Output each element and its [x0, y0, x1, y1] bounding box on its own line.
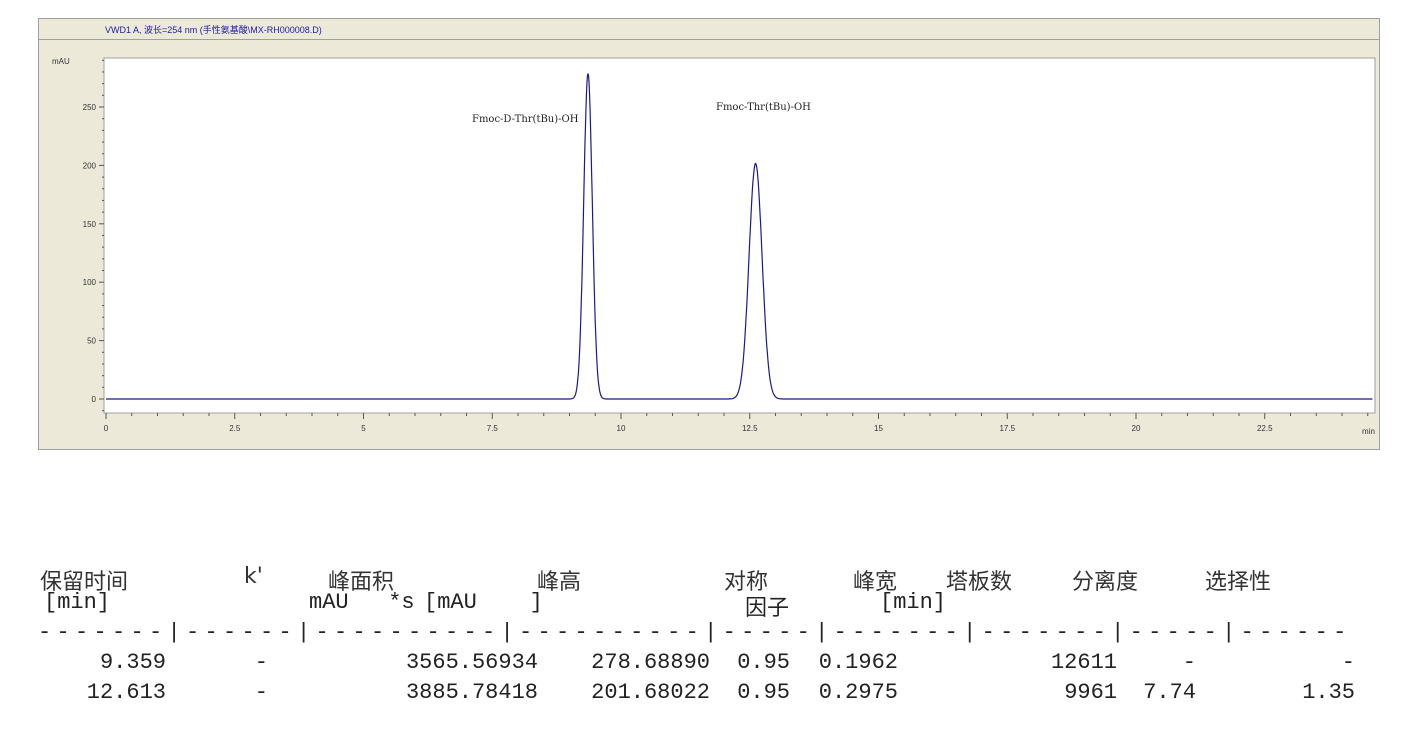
table-cell: 3565.56934	[405, 650, 538, 675]
table-cell: 12.613	[86, 680, 166, 705]
column-header: 峰宽	[853, 570, 898, 595]
column-header: 峰高	[537, 570, 582, 595]
x-tick-label: 20	[1132, 424, 1141, 433]
y-tick-label: 50	[87, 337, 96, 346]
table-cell: 0.2975	[818, 680, 898, 705]
x-tick-label: 15	[874, 424, 883, 433]
y-tick-label: 200	[83, 161, 97, 170]
x-tick-label: 17.5	[999, 424, 1015, 433]
table-separator: -------|------|----------|----------|---…	[38, 620, 1352, 645]
column-header: 峰面积	[328, 570, 395, 595]
peak-label: Fmoc-Thr(tBu)-OH	[716, 102, 811, 113]
table-cell: -	[254, 680, 268, 705]
column-header: 选择性	[1205, 570, 1272, 595]
column-header: 保留时间	[40, 570, 129, 595]
table-cell: 7.74	[1143, 680, 1196, 705]
table-cell: 0.95	[737, 680, 790, 705]
x-tick-label: 0	[104, 424, 109, 433]
column-unit: [min]	[44, 590, 111, 615]
table-cell: 1.35	[1302, 680, 1355, 705]
x-tick-label: 2.5	[229, 424, 241, 433]
table-cell: 0.1962	[818, 650, 898, 675]
column-header: k'	[244, 564, 263, 589]
column-header: 对称	[724, 570, 769, 595]
y-tick-label: 0	[92, 395, 97, 404]
chromatogram-trace	[106, 73, 1373, 400]
x-tick-label: 10	[617, 424, 626, 433]
table-cell: -	[254, 650, 268, 675]
peak-label: Fmoc-D-Thr(tBu)-OH	[472, 114, 579, 125]
table-cell: 278.68890	[591, 650, 710, 675]
y-tick-label: 250	[83, 103, 97, 112]
chromatogram-chart: mAU min 0 2.5 5 7.5 10 12.5 15 17.5 20 22.5 0 50 100 15…	[52, 57, 1376, 436]
table-cell: 0.95	[737, 650, 790, 675]
x-tick-label: 12.5	[742, 424, 758, 433]
x-axis-label: min	[1362, 427, 1375, 436]
table-cell: -	[1182, 650, 1196, 675]
table-cell: 9.359	[99, 650, 166, 675]
chart-title: VWD1 A, 波长=254 nm (手性氨基酸\MX-RH000008.D)	[105, 25, 322, 35]
column-unit: mAU *s	[309, 590, 415, 615]
column-unit: [mAU ]	[424, 590, 543, 615]
x-tick-label: 7.5	[487, 424, 499, 433]
plot-area	[103, 57, 1376, 414]
y-axis-label: mAU	[52, 57, 70, 66]
table-cell: 12611	[1050, 650, 1117, 675]
table-cell: 9961	[1064, 680, 1117, 705]
x-tick-label: 5	[361, 424, 366, 433]
column-header: 分离度	[1072, 570, 1139, 595]
column-header: 塔板数	[946, 570, 1013, 595]
table-cell: 201.68022	[591, 680, 710, 705]
chart-title-bar: VWD1 A, 波长=254 nm (手性氨基酸\MX-RH000008.D)	[39, 19, 1379, 40]
x-tick-label: 22.5	[1257, 424, 1273, 433]
table-cell: -	[1341, 650, 1355, 675]
column-unit: 因子	[745, 597, 790, 622]
y-tick-label: 100	[83, 278, 97, 287]
y-tick-label: 150	[83, 220, 97, 229]
column-unit: [min]	[880, 590, 947, 615]
table-cell: 3885.78418	[405, 680, 538, 705]
